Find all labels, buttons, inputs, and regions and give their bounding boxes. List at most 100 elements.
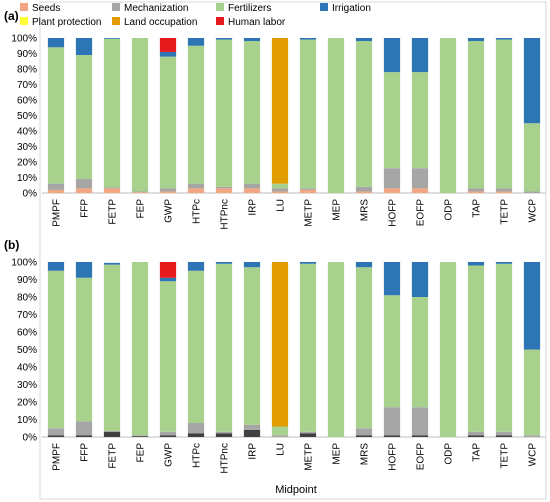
bar-segment-mechanization-htpc	[187, 423, 205, 434]
x-tick-label-tetp: TETP	[500, 199, 511, 225]
x-tick-label-wcp: WCP	[528, 199, 539, 223]
x-tick-label-metp: METP	[304, 443, 315, 471]
bar-segment-human-labor-gwp	[159, 38, 177, 52]
bar-segment-mechanization-fetp	[103, 187, 121, 189]
bar-segment-irrigation-eofp	[411, 262, 429, 297]
x-tick-label-hofp: HOFP	[388, 443, 399, 471]
y-tick-label: 50%	[17, 345, 37, 356]
bar-segment-seeds-eofp	[411, 188, 429, 193]
x-tick-label-eofp: EOFP	[416, 443, 427, 471]
bar-segment-fertilizers-htpnc	[215, 39, 233, 187]
x-tick-label-fep: FEP	[136, 199, 147, 219]
bar-segment-mechanization-lu	[271, 435, 289, 437]
x-tick-label-htpc: HTPc	[192, 199, 203, 224]
bar-segment-seeds-htpc	[187, 433, 205, 437]
panel-a-label: (a)	[4, 9, 19, 23]
bar-segment-irrigation-hofp	[383, 262, 401, 296]
bar-segment-land-occupation-lu	[271, 38, 289, 184]
bar-segment-mechanization-pmpf	[47, 183, 65, 190]
x-tick-label-gwp: GWP	[164, 443, 175, 467]
y-tick-label: 30%	[17, 142, 37, 153]
bar-segment-seeds-pmpf	[47, 435, 65, 437]
y-tick-label: 60%	[17, 96, 37, 107]
bar-segment-mechanization-metp	[299, 188, 317, 190]
bar-segment-seeds-hofp	[383, 188, 401, 193]
x-axis-title: Midpoint	[275, 484, 317, 496]
figure-border	[39, 1, 547, 500]
x-tick-label-mep: MEP	[332, 199, 343, 221]
bar-segment-irrigation-irp	[243, 262, 261, 268]
y-tick-label: 70%	[17, 80, 37, 91]
bar-segment-fertilizers-irp	[243, 41, 261, 184]
bar-segment-irrigation-eofp	[411, 38, 429, 73]
bar-segment-irrigation-gwp	[159, 51, 177, 57]
y-tick-label: 10%	[17, 415, 37, 426]
x-tick-label-metp: METP	[304, 199, 315, 227]
x-tick-label-tetp: TETP	[500, 443, 511, 469]
bar-segment-irrigation-ffp	[75, 262, 93, 278]
legend-label-fertilizers: Fertilizers	[228, 3, 271, 14]
bar-segment-irrigation-mrs	[355, 38, 373, 42]
bar-segment-fertilizers-metp	[299, 39, 317, 189]
bar-segment-seeds-fep	[131, 192, 149, 193]
legend-label-human-labor: Human labor	[228, 17, 286, 28]
bar-segment-irrigation-htpnc	[215, 38, 233, 40]
bar-segment-irrigation-gwp	[159, 277, 177, 282]
y-tick-label: 30%	[17, 380, 37, 391]
x-tick-label-odp: ODP	[444, 199, 455, 221]
bar-segment-mechanization-htpnc	[215, 431, 233, 434]
y-tick-label: 80%	[17, 293, 37, 304]
x-tick-label-irp: IRP	[248, 199, 259, 216]
y-tick-label: 50%	[17, 111, 37, 122]
bar-segment-fertilizers-fep	[131, 262, 149, 436]
bar-segment-mechanization-gwp	[159, 431, 177, 436]
bar-segment-mechanization-tap	[467, 188, 485, 192]
y-tick-label: 100%	[11, 258, 37, 269]
y-tick-label: 40%	[17, 127, 37, 138]
y-tick-label: 80%	[17, 65, 37, 76]
bar-segment-land-occupation-lu	[271, 262, 289, 427]
x-tick-label-htpc: HTPc	[192, 443, 203, 468]
bar-segment-fertilizers-mrs	[355, 41, 373, 187]
bar-segment-seeds-tap	[467, 191, 485, 193]
bar-segment-fertilizers-metp	[299, 263, 317, 432]
bar-segment-mechanization-mrs	[355, 186, 373, 192]
bar-segment-irrigation-pmpf	[47, 262, 65, 271]
bar-segment-seeds-htpc	[187, 188, 205, 193]
legend-swatch-mechanization	[112, 3, 120, 11]
y-tick-label: 90%	[17, 275, 37, 286]
bar-segment-irrigation-hofp	[383, 38, 401, 73]
y-tick-label: 70%	[17, 310, 37, 321]
legend-label-irrigation: Irrigation	[332, 3, 371, 14]
bar-segment-fertilizers-mep	[327, 38, 345, 193]
bar-segment-seeds-metp	[299, 433, 317, 437]
legend-label-mechanization: Mechanization	[124, 3, 188, 14]
bar-segment-fertilizers-odp	[439, 262, 457, 437]
x-tick-label-eofp: EOFP	[416, 199, 427, 227]
y-tick-label: 40%	[17, 363, 37, 374]
bar-segment-irrigation-htpc	[187, 38, 205, 46]
bar-segment-seeds-ffp	[75, 435, 93, 437]
bar-segment-fertilizers-htpc	[187, 270, 205, 423]
bar-segment-seeds-gwp	[159, 435, 177, 437]
x-tick-label-fep: FEP	[136, 443, 147, 463]
bar-segment-fertilizers-pmpf	[47, 270, 65, 429]
bar-segment-mechanization-hofp	[383, 168, 401, 189]
y-tick-label: 0%	[23, 433, 38, 444]
bar-segment-fertilizers-hofp	[383, 295, 401, 408]
bar-segment-human-labor-gwp	[159, 262, 177, 278]
bar-segment-fertilizers-fetp	[103, 38, 121, 188]
y-tick-label: 90%	[17, 49, 37, 60]
bar-segment-seeds-fetp	[103, 188, 121, 193]
bar-segment-fertilizers-htpc	[187, 45, 205, 184]
legend-swatch-human-labor	[216, 17, 224, 25]
bar-segment-mechanization-irp	[243, 183, 261, 189]
x-tick-label-gwp: GWP	[164, 199, 175, 223]
bar-segment-fertilizers-gwp	[159, 281, 177, 432]
bar-segment-fertilizers-wcp	[523, 349, 541, 436]
bar-segment-fertilizers-ffp	[75, 277, 93, 422]
bar-segment-mechanization-eofp	[411, 407, 429, 436]
bar-segment-fertilizers-mep	[327, 262, 345, 437]
bar-segment-seeds-mrs	[355, 191, 373, 193]
